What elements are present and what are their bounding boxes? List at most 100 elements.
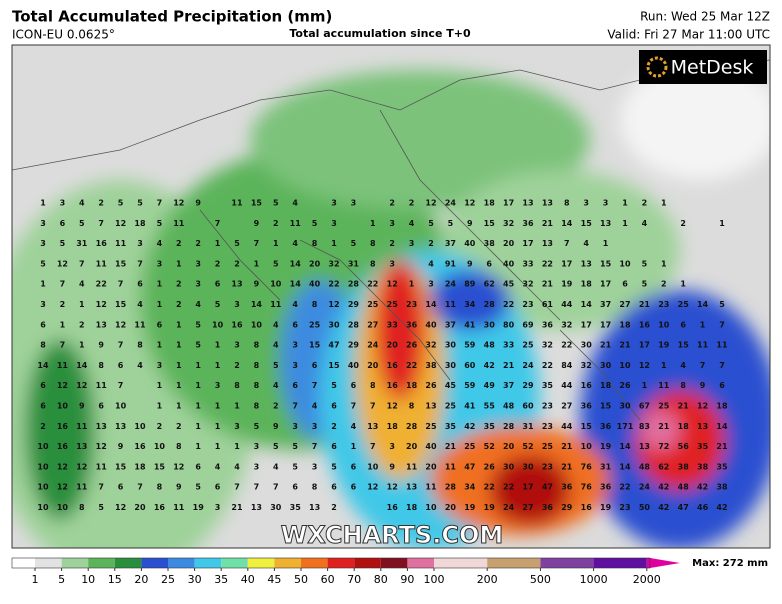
map-value: 7 <box>370 442 376 451</box>
map-value: 9 <box>79 402 85 411</box>
map-value: 21 <box>445 442 457 451</box>
map-value: 3 <box>254 442 260 451</box>
map-value: 44 <box>561 381 573 390</box>
legend-label: 50 <box>294 573 308 586</box>
map-value: 18 <box>716 402 728 411</box>
legend-swatch <box>327 558 355 568</box>
map-value: 9 <box>700 381 706 390</box>
map-value: 4 <box>409 219 415 228</box>
map-value: 38 <box>697 462 709 471</box>
map-value: 41 <box>464 402 476 411</box>
map-value: 62 <box>658 462 669 471</box>
map-value: 15 <box>581 422 593 431</box>
map-value: 12 <box>115 320 126 329</box>
legend-label: 5 <box>58 573 65 586</box>
map-value: 16 <box>387 361 399 370</box>
map-value: 36 <box>600 483 612 492</box>
map-value: 4 <box>273 341 279 350</box>
map-value: 1 <box>273 239 279 248</box>
legend-swatch <box>61 558 89 568</box>
map-value: 36 <box>542 320 554 329</box>
map-value: 17 <box>522 239 533 248</box>
map-value: 20 <box>134 503 146 512</box>
map-value: 5 <box>157 219 163 228</box>
map-value: 25 <box>309 320 321 329</box>
map-value: 3 <box>292 341 298 350</box>
map-value: 12 <box>697 402 708 411</box>
map-value: 29 <box>522 381 534 390</box>
map-value: 1 <box>622 219 628 228</box>
map-value: 23 <box>522 300 533 309</box>
map-value: 76 <box>581 483 593 492</box>
map-value: 11 <box>697 341 709 350</box>
map-value: 27 <box>619 300 630 309</box>
map-value: 3 <box>351 199 357 208</box>
map-value: 35 <box>542 381 554 390</box>
map-value: 1 <box>215 361 221 370</box>
map-value: 42 <box>716 503 727 512</box>
map-value: 6 <box>40 381 46 390</box>
map-value: 42 <box>484 361 495 370</box>
map-value: 24 <box>367 341 379 350</box>
map-value: 5 <box>428 219 434 228</box>
map-value: 52 <box>522 442 533 451</box>
map-value: 16 <box>581 503 593 512</box>
map-value: 42 <box>697 483 708 492</box>
map-frame <box>11 44 771 549</box>
map-value: 36 <box>561 483 573 492</box>
map-value: 8 <box>564 199 570 208</box>
map-value: 5 <box>331 381 337 390</box>
map-value: 30 <box>503 462 515 471</box>
map-value: 27 <box>561 402 572 411</box>
map-value: 6 <box>680 320 686 329</box>
map-value: 1 <box>157 300 163 309</box>
map-value: 30 <box>445 361 457 370</box>
logo-icon <box>646 56 668 78</box>
map-value: 25 <box>387 300 399 309</box>
map-value: 11 <box>96 462 108 471</box>
map-value: 25 <box>367 300 379 309</box>
map-value: 36 <box>600 422 612 431</box>
map-value: 15 <box>484 219 496 228</box>
map-value: 5 <box>351 239 357 248</box>
map-value: 76 <box>581 462 593 471</box>
map-value: 44 <box>561 300 573 309</box>
map-value: 8 <box>254 381 260 390</box>
legend-swatch <box>274 558 301 568</box>
map-value: 21 <box>716 442 728 451</box>
map-value: 6 <box>331 442 337 451</box>
map-value: 7 <box>118 341 124 350</box>
map-value: 13 <box>425 402 436 411</box>
map-value: 11 <box>115 239 127 248</box>
map-value: 25 <box>445 402 457 411</box>
map-value: 12 <box>464 199 475 208</box>
map-value: 5 <box>118 199 124 208</box>
map-value: 8 <box>137 341 143 350</box>
map-value: 67 <box>639 402 650 411</box>
map-value: 5 <box>331 462 337 471</box>
map-value: 37 <box>503 381 514 390</box>
map-value: 8 <box>680 381 686 390</box>
map-value: 20 <box>406 442 418 451</box>
map-value: 16 <box>154 503 166 512</box>
map-value: 1 <box>195 381 201 390</box>
map-value: 25 <box>658 402 670 411</box>
map-value: 1 <box>176 361 182 370</box>
map-value: 15 <box>251 199 263 208</box>
map-value: 21 <box>678 402 690 411</box>
map-value: 2 <box>176 239 182 248</box>
map-value: 14 <box>581 300 593 309</box>
map-value: 12 <box>96 442 107 451</box>
map-value: 20 <box>387 341 399 350</box>
map-value: 20 <box>309 259 321 268</box>
map-value: 32 <box>425 341 436 350</box>
legend-label: 25 <box>161 573 175 586</box>
map-value: 13 <box>231 280 242 289</box>
map-value: 44 <box>561 422 573 431</box>
legend-frame <box>11 557 651 569</box>
map-value: 30 <box>445 341 457 350</box>
map-value: 10 <box>37 462 49 471</box>
map-value: 19 <box>484 503 496 512</box>
map-value: 5 <box>719 300 725 309</box>
map-value: 56 <box>678 442 690 451</box>
